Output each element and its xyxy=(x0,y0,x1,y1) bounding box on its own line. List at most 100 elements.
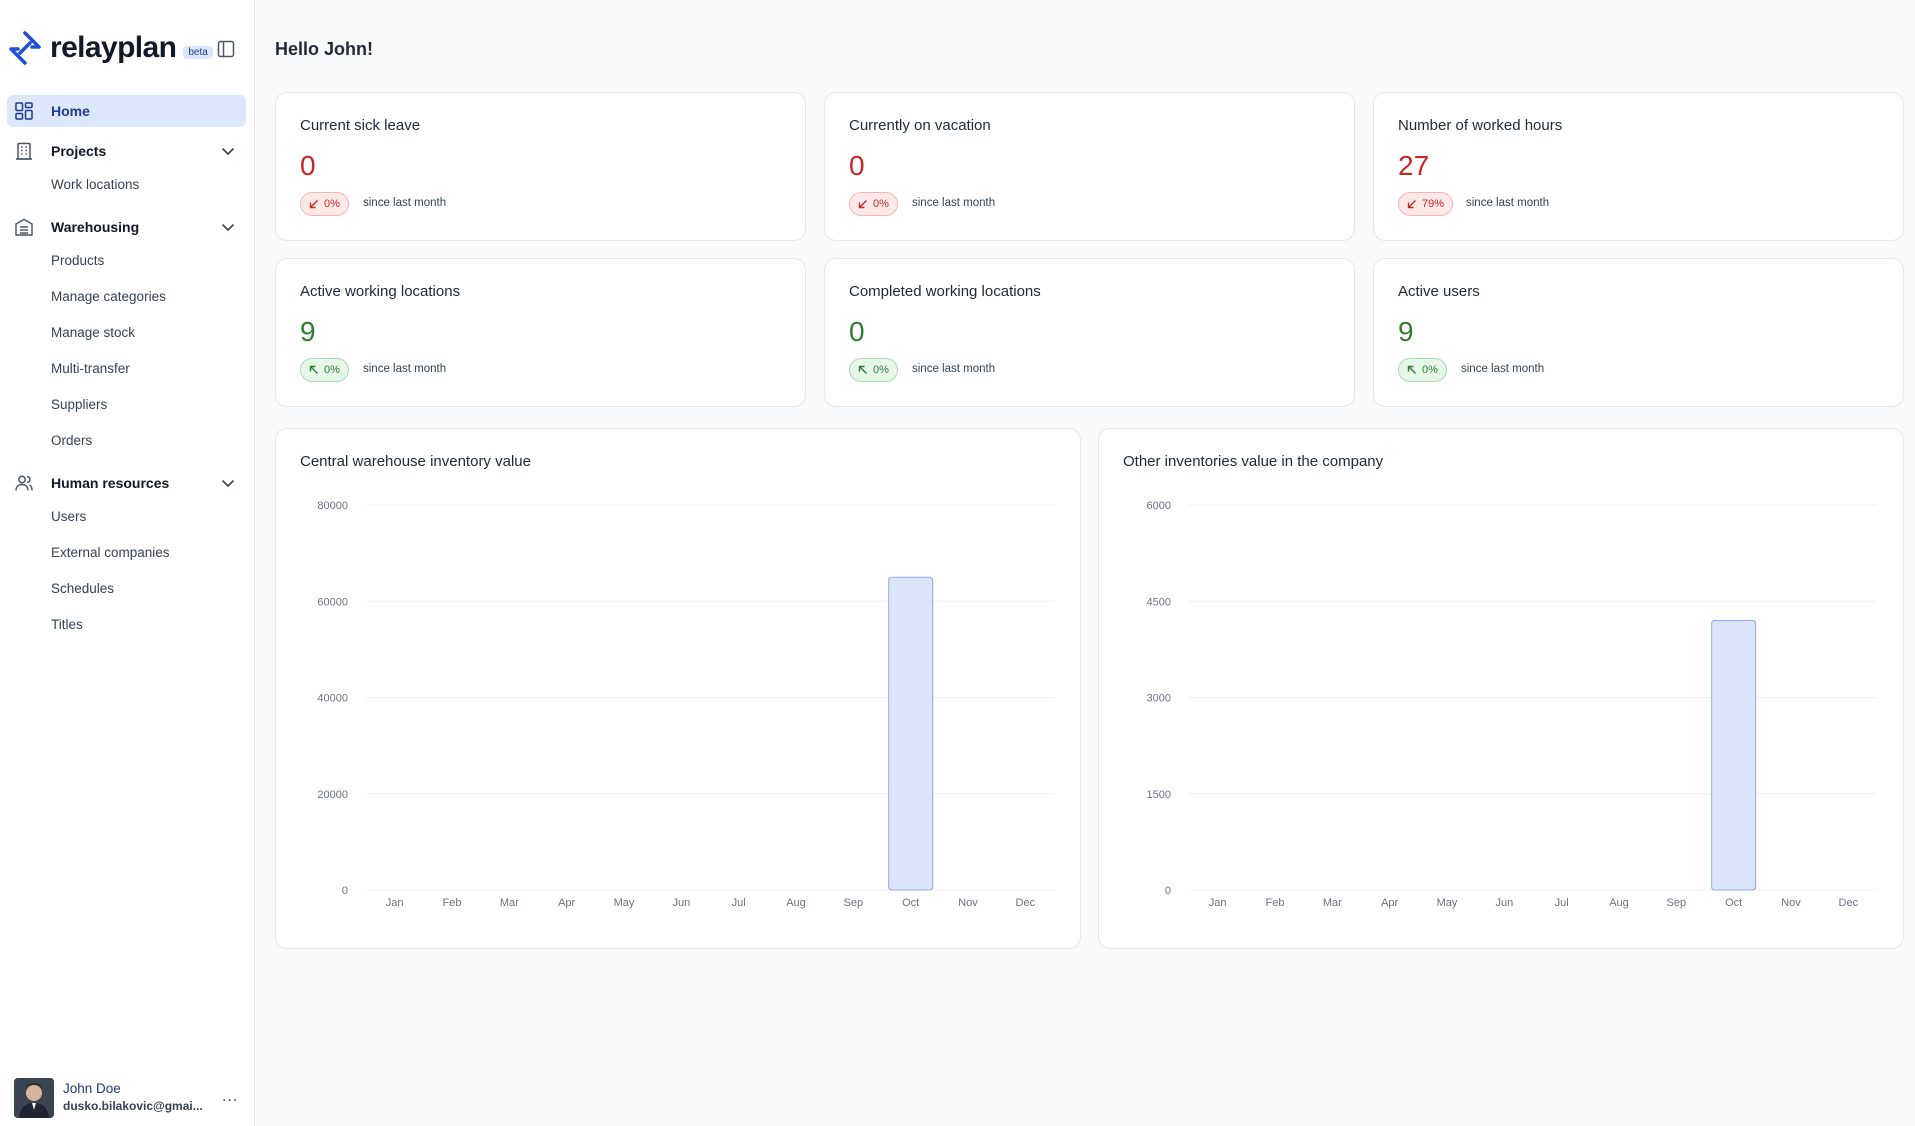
since-label: since last month xyxy=(1466,197,1550,209)
change-badge: 0% xyxy=(1398,358,1447,382)
x-tick-label: Jun xyxy=(1495,897,1513,909)
x-tick-label: Mar xyxy=(500,897,519,909)
sidebar-item-titles[interactable]: Titles xyxy=(51,617,83,632)
chevron-down-icon xyxy=(222,224,234,231)
y-tick-label: 1500 xyxy=(1147,789,1171,801)
avatar xyxy=(14,1078,54,1118)
y-tick-label: 3000 xyxy=(1147,693,1171,705)
x-tick-label: Jan xyxy=(386,897,404,909)
arrow-down-left-icon xyxy=(309,200,318,209)
x-tick-label: Jul xyxy=(1555,897,1569,909)
x-tick-label: Nov xyxy=(958,897,978,909)
x-tick-label: Oct xyxy=(902,897,919,909)
sidebar-section-projects[interactable]: Projects xyxy=(7,135,246,167)
since-label: since last month xyxy=(363,197,447,209)
arrow-down-left-icon xyxy=(1407,200,1416,209)
y-tick-label: 6000 xyxy=(1147,500,1171,512)
other-inventories-chart: 0 1500 3000 4500 6000 Jan Feb Mar Apr May Jun Jul Au… xyxy=(1147,500,1877,909)
y-tick-label: 20000 xyxy=(317,789,348,801)
bar-oct[interactable] xyxy=(888,576,934,891)
stat-value: 0 xyxy=(849,316,865,347)
y-tick-label: 40000 xyxy=(317,693,348,705)
chart-card-central-warehouse: Central warehouse inventory value 0 20000… xyxy=(275,428,1081,949)
y-tick-label: 4500 xyxy=(1147,596,1171,608)
x-tick-label: Feb xyxy=(1266,897,1285,909)
change-badge: 0% xyxy=(300,358,349,382)
x-tick-label: Apr xyxy=(558,897,575,909)
sidebar-item-home[interactable]: Home xyxy=(7,95,246,127)
stat-card-active-locations: Active working locations 9 0% since last… xyxy=(275,258,806,407)
page-title: Hello John! xyxy=(275,39,373,59)
stat-value: 27 xyxy=(1398,150,1430,181)
change-value: 0% xyxy=(1422,364,1438,376)
stat-title: Currently on vacation xyxy=(849,117,991,134)
chart-title: Central warehouse inventory value xyxy=(300,453,531,470)
x-tick-label: Nov xyxy=(1781,897,1801,909)
sidebar-item-suppliers[interactable]: Suppliers xyxy=(51,397,108,412)
x-tick-label: Feb xyxy=(443,897,462,909)
sidebar-item-label: Home xyxy=(51,103,90,119)
stat-title: Completed working locations xyxy=(849,283,1041,300)
sidebar-item-orders[interactable]: Orders xyxy=(51,433,93,448)
beta-badge: beta xyxy=(183,45,213,59)
central-warehouse-chart: 0 20000 40000 60000 80000 Jan Feb Mar Apr May Jun J… xyxy=(317,500,1054,909)
brand-name: relayplan xyxy=(50,31,177,64)
change-value: 0% xyxy=(324,364,340,376)
user-profile[interactable]: John Doe dusko.bilakovic@gmai... ... xyxy=(14,1078,246,1118)
change-badge: 0% xyxy=(849,358,898,382)
sidebar-item-manage-stock[interactable]: Manage stock xyxy=(51,325,136,340)
sidebar-toggle-icon xyxy=(217,40,235,58)
relayplan-logo-icon xyxy=(9,31,41,65)
sidebar-section-human-resources[interactable]: Human resources xyxy=(7,467,246,499)
dashboard-icon xyxy=(15,102,33,120)
stat-title: Active working locations xyxy=(300,283,461,300)
since-label: since last month xyxy=(912,363,996,375)
sidebar-section-warehousing[interactable]: Warehousing xyxy=(7,211,246,243)
stat-value: 9 xyxy=(300,316,316,347)
x-tick-label: Dec xyxy=(1839,897,1859,909)
x-tick-label: Sep xyxy=(1667,897,1687,909)
x-tick-label: Sep xyxy=(844,897,864,909)
stat-card-worked-hours: Number of worked hours 27 79% since last… xyxy=(1373,92,1904,241)
sidebar-item-external-companies[interactable]: External companies xyxy=(51,545,170,560)
x-tick-label: Aug xyxy=(786,897,806,909)
stat-card-active-users: Active users 9 0% since last month xyxy=(1373,258,1904,407)
change-value: 79% xyxy=(1422,198,1445,210)
x-tick-label: Apr xyxy=(1381,897,1398,909)
arrow-up-left-icon xyxy=(1407,365,1416,374)
x-tick-label: May xyxy=(1437,897,1458,909)
change-badge: 79% xyxy=(1398,192,1454,216)
building-icon xyxy=(16,142,32,160)
sidebar-item-users[interactable]: Users xyxy=(51,509,87,524)
x-tick-label: Jan xyxy=(1209,897,1227,909)
chart-title: Other inventories value in the company xyxy=(1123,453,1384,470)
x-tick-label: Mar xyxy=(1323,897,1342,909)
sidebar-item-multi-transfer[interactable]: Multi-transfer xyxy=(51,361,130,376)
sidebar-item-manage-categories[interactable]: Manage categories xyxy=(51,289,166,304)
bar-oct[interactable] xyxy=(1711,620,1757,891)
change-badge: 0% xyxy=(849,192,898,216)
brand[interactable]: relayplan beta xyxy=(6,26,213,70)
chevron-down-icon xyxy=(222,480,234,487)
stat-title: Active users xyxy=(1398,283,1480,300)
stat-value: 0 xyxy=(300,150,316,181)
arrow-up-left-icon xyxy=(858,365,867,374)
sidebar-item-products[interactable]: Products xyxy=(51,253,105,268)
avatar-image xyxy=(14,1078,54,1118)
more-options-button[interactable]: ... xyxy=(222,1088,239,1105)
x-tick-label: Oct xyxy=(1725,897,1742,909)
change-value: 0% xyxy=(324,198,340,210)
arrow-down-left-icon xyxy=(858,200,867,209)
sidebar-item-schedules[interactable]: Schedules xyxy=(51,581,115,596)
stat-value: 9 xyxy=(1398,316,1414,347)
sidebar-toggle-button[interactable] xyxy=(214,37,238,61)
sidebar-item-work-locations[interactable]: Work locations xyxy=(51,177,140,192)
sidebar-item-label: Warehousing xyxy=(51,219,140,235)
x-tick-label: Jul xyxy=(732,897,746,909)
since-label: since last month xyxy=(363,363,447,375)
sidebar-item-label: Human resources xyxy=(51,475,170,491)
y-tick-label: 0 xyxy=(342,885,348,897)
since-label: since last month xyxy=(1461,363,1545,375)
sidebar: relayplan beta Home Projects xyxy=(0,0,255,1126)
x-tick-label: May xyxy=(614,897,635,909)
